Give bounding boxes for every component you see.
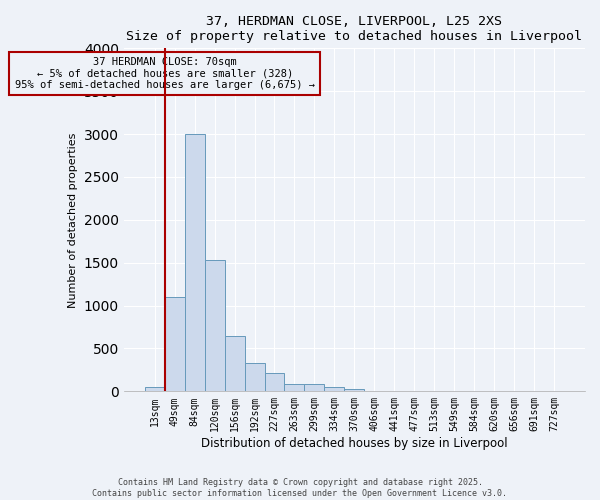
Text: Contains HM Land Registry data © Crown copyright and database right 2025.
Contai: Contains HM Land Registry data © Crown c…: [92, 478, 508, 498]
Text: 37 HERDMAN CLOSE: 70sqm
← 5% of detached houses are smaller (328)
95% of semi-de: 37 HERDMAN CLOSE: 70sqm ← 5% of detached…: [14, 57, 314, 90]
Bar: [325, 387, 344, 392]
Bar: [224, 336, 245, 392]
Bar: [265, 374, 284, 392]
Y-axis label: Number of detached properties: Number of detached properties: [68, 132, 78, 308]
X-axis label: Distribution of detached houses by size in Liverpool: Distribution of detached houses by size …: [201, 437, 508, 450]
Bar: [245, 363, 265, 392]
Bar: [185, 134, 205, 392]
Bar: [344, 389, 364, 392]
Bar: [164, 297, 185, 392]
Bar: [284, 384, 304, 392]
Bar: [304, 384, 325, 392]
Bar: [145, 387, 164, 392]
Title: 37, HERDMAN CLOSE, LIVERPOOL, L25 2XS
Size of property relative to detached hous: 37, HERDMAN CLOSE, LIVERPOOL, L25 2XS Si…: [127, 15, 583, 43]
Bar: [205, 260, 224, 392]
